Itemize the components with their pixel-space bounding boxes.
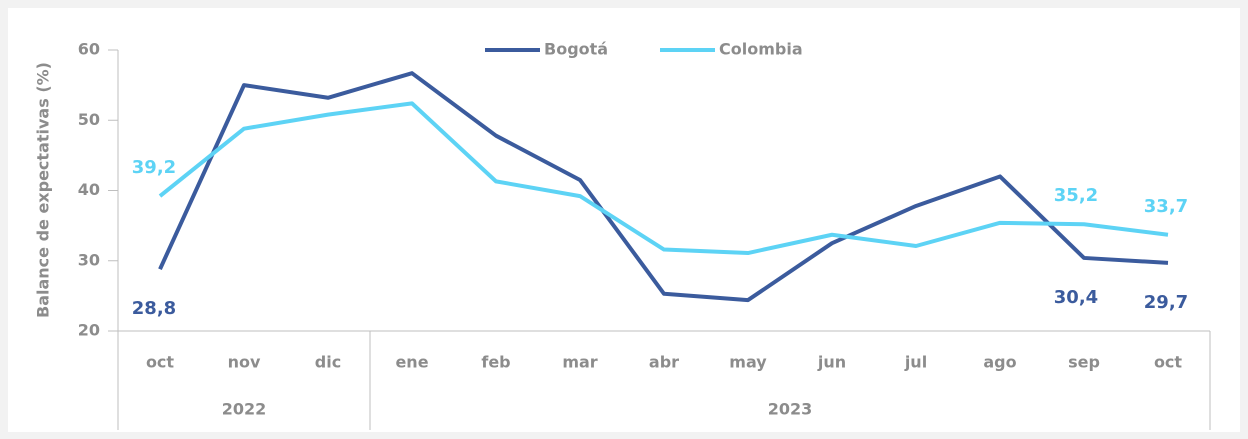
- x-tick-label: nov: [228, 353, 261, 372]
- x-tick-label: oct: [1154, 353, 1182, 372]
- legend-label: Bogotá: [544, 40, 608, 59]
- x-tick-label: feb: [481, 353, 510, 372]
- y-tick-label: 60: [78, 40, 100, 59]
- x-tick-label: sep: [1068, 353, 1100, 372]
- x-tick-label: mar: [562, 353, 597, 372]
- data-label: 29,7: [1144, 292, 1188, 313]
- legend-label: Colombia: [719, 40, 803, 59]
- data-label: 33,7: [1144, 196, 1188, 217]
- data-label: 30,4: [1054, 287, 1098, 308]
- y-tick-label: 50: [78, 110, 100, 129]
- series-line: [158, 101, 1169, 256]
- x-tick-label: ene: [395, 353, 428, 372]
- group-label: 2022: [222, 400, 267, 419]
- series-line: [158, 71, 1169, 303]
- data-label: 28,8: [132, 298, 176, 319]
- chart-background: [8, 8, 1240, 432]
- y-tick-label: 30: [78, 250, 100, 269]
- x-tick-label: jun: [817, 353, 846, 372]
- data-label: 35,2: [1054, 185, 1098, 206]
- y-tick-label: 20: [78, 321, 100, 340]
- x-tick-label: jul: [904, 353, 927, 372]
- x-tick-label: dic: [315, 353, 341, 372]
- x-tick-label: oct: [146, 353, 174, 372]
- x-tick-label: may: [729, 353, 767, 372]
- data-label: 39,2: [132, 157, 176, 178]
- group-label: 2023: [768, 400, 813, 419]
- x-tick-label: ago: [983, 353, 1016, 372]
- x-tick-label: abr: [649, 353, 679, 372]
- y-axis-label: Balance de expectativas (%): [34, 62, 53, 318]
- y-tick-label: 40: [78, 180, 100, 199]
